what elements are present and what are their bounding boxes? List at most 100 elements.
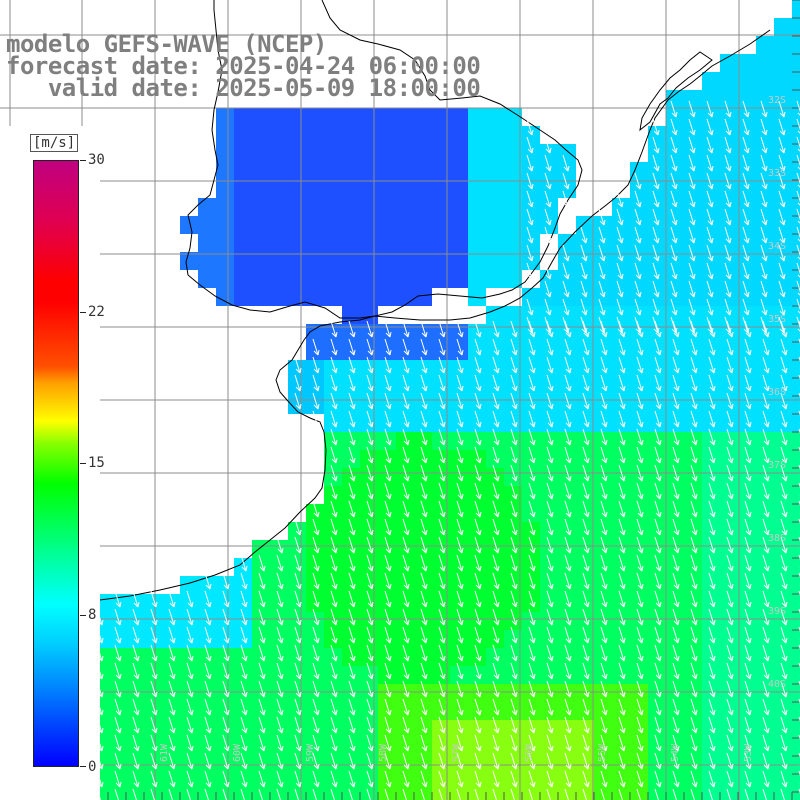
wind-speed-cell [522,288,540,306]
wind-speed-cell [702,198,720,216]
wind-speed-cell [486,306,504,324]
wind-speed-cell [684,342,702,360]
wind-speed-cell [360,162,378,180]
wind-speed-cell [396,342,414,360]
wind-arrow [330,392,338,410]
wind-arrow [240,698,248,716]
wind-arrow [600,536,608,554]
wind-speed-cell [180,738,198,756]
wind-speed-cell [648,360,666,378]
wind-arrow [114,626,122,644]
wind-arrow [348,734,356,752]
wind-speed-cell [522,504,540,522]
wind-arrow [636,554,644,572]
wind-arrow [762,770,770,788]
wind-arrow [528,338,536,356]
wind-arrow [132,680,140,698]
wind-speed-cell [234,162,252,180]
wind-arrow [582,680,590,698]
wind-arrow [402,518,410,536]
wind-arrow [168,644,176,662]
wind-arrow [690,392,698,410]
wind-arrow [616,208,624,226]
wind-arrow [492,572,500,590]
wind-arrow [726,770,734,788]
wind-speed-cell [270,684,288,702]
wind-speed-cell [630,684,648,702]
wind-arrow [330,734,338,752]
wind-speed-cell [378,684,396,702]
wind-arrow [618,536,626,554]
wind-speed-cell [756,504,774,522]
wind-speed-cell [396,162,414,180]
wind-arrow [654,716,662,734]
wind-speed-cell [270,108,288,126]
wind-arrow [528,392,536,410]
latitude-label: 35S [768,314,786,325]
wind-arrow [222,644,230,662]
wind-speed-cell [504,270,522,288]
wind-speed-cell [666,360,684,378]
wind-speed-cell [198,198,216,216]
wind-arrow [654,608,662,626]
wind-arrow [762,734,770,752]
wind-arrow [150,770,158,788]
wind-speed-cell [612,630,630,648]
wind-arrow [528,734,536,752]
wind-speed-cell [558,414,576,432]
wind-arrow [690,374,698,392]
wind-speed-cell [684,702,702,720]
wind-speed-cell [486,594,504,612]
wind-speed-cell [756,108,774,126]
wind-speed-cell [216,774,234,792]
wind-speed-cell [576,504,594,522]
wind-speed-cell [252,198,270,216]
wind-arrow [744,680,752,698]
wind-speed-cell [378,486,396,504]
wind-speed-cell [468,450,486,468]
wind-speed-cell [612,504,630,522]
wind-speed-cell [738,612,756,630]
wind-arrow [492,626,500,644]
wind-speed-cell [414,414,432,432]
wind-arrow [348,410,356,428]
wind-speed-cell [432,540,450,558]
wind-arrow [510,644,518,662]
wind-arrow [564,572,572,590]
wind-speed-cell [342,234,360,252]
wind-arrow [456,788,463,800]
wind-arrow [330,338,338,356]
wind-speed-cell [378,702,396,720]
wind-speed-cell [738,630,756,648]
wind-speed-cell [144,774,162,792]
wind-arrow [706,154,714,172]
wind-arrow [384,734,392,752]
wind-arrow [402,680,410,698]
wind-speed-cell [252,576,270,594]
wind-speed-cell [612,702,630,720]
wind-arrow [690,356,698,374]
wind-speed-cell [648,558,666,576]
wind-speed-cell [648,684,666,702]
wind-arrow [438,320,446,338]
wind-speed-cell [378,216,396,234]
wind-speed-cell [702,720,720,738]
wind-arrow [510,572,518,590]
wind-speed-cell [738,198,756,216]
wind-speed-cell [396,702,414,720]
wind-speed-cell [792,378,800,396]
wind-arrow [598,226,606,244]
wind-speed-cell [468,432,486,450]
wind-speed-cell [360,198,378,216]
wind-arrow [636,734,644,752]
wind-arrow [492,464,500,482]
wind-arrow [780,464,788,482]
wind-speed-cell [108,684,126,702]
wind-speed-cell [594,414,612,432]
wind-speed-cell [504,360,522,378]
wind-arrow [526,298,534,316]
wind-arrow [348,536,356,554]
wind-arrow [402,626,410,644]
wind-arrow [636,608,644,626]
wind-speed-cell [396,684,414,702]
